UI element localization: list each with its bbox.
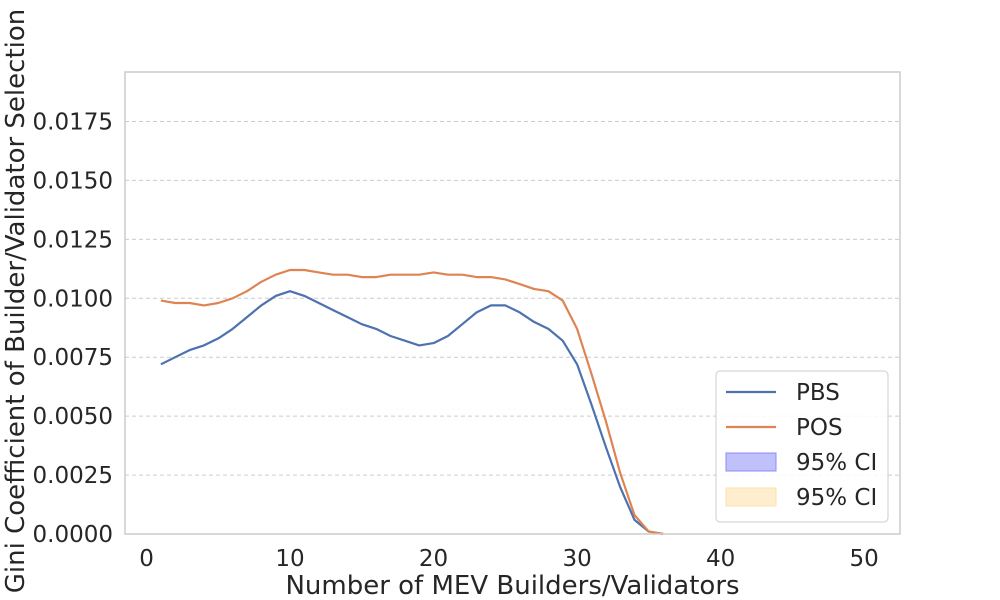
legend-box — [715, 370, 889, 523]
legend-label: 95% CI — [796, 450, 877, 476]
legend-label: PBS — [796, 380, 840, 406]
x-tick-label: 20 — [419, 546, 448, 572]
legend-patch-swatch — [725, 487, 777, 507]
series-group — [160, 268, 664, 536]
y-tick-labels: 0.0000 0.0025 0.0050 0.0075 0.0100 0.0125 0.01… — [33, 110, 113, 549]
x-tick-labels: 0 10 20 30 40 50 — [139, 546, 879, 572]
grid-lines — [125, 121, 900, 476]
y-tick-label: 0.0100 — [33, 286, 113, 312]
y-tick-label: 0.0125 — [33, 227, 113, 253]
y-tick-label: 0.0050 — [33, 404, 113, 430]
legend: PBS POS 95% CI 95% CI — [715, 370, 889, 523]
x-tick-label: 30 — [562, 546, 591, 572]
x-tick-label: 0 — [139, 546, 154, 572]
legend-label: 95% CI — [796, 485, 877, 511]
y-tick-label: 0.0150 — [33, 168, 113, 194]
x-tick-label: 50 — [849, 546, 878, 572]
y-tick-label: 0.0175 — [33, 110, 113, 136]
series-line-pbs — [160, 290, 664, 536]
y-axis-label: Gini Coefficient of Builder/Validator Se… — [1, 9, 31, 593]
x-tick-label: 40 — [706, 546, 735, 572]
legend-label: POS — [796, 415, 843, 441]
y-tick-label: 0.0075 — [33, 345, 113, 371]
x-tick-label: 10 — [275, 546, 304, 572]
x-axis-label: Number of MEV Builders/Validators — [285, 571, 739, 600]
legend-patch-swatch — [725, 452, 777, 472]
y-tick-label: 0.0000 — [33, 522, 113, 548]
series-line-pos — [160, 268, 664, 536]
plot-frame — [124, 71, 901, 535]
y-tick-label: 0.0025 — [33, 463, 113, 489]
